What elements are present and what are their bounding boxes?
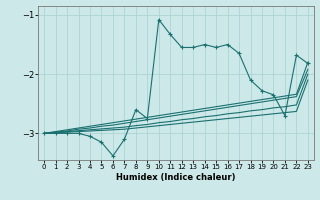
X-axis label: Humidex (Indice chaleur): Humidex (Indice chaleur) [116,173,236,182]
